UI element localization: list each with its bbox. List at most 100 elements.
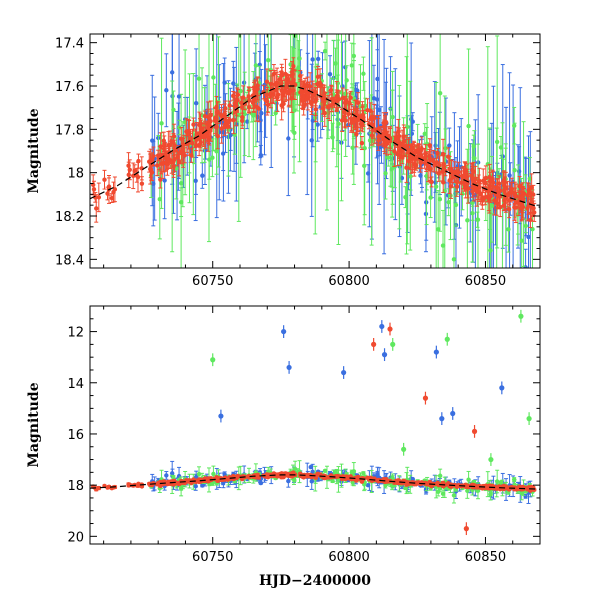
data-point [313, 115, 318, 121]
data-point [164, 88, 169, 93]
data-point [428, 195, 433, 200]
data-point [447, 143, 452, 148]
data-point [190, 141, 195, 146]
data-point [265, 102, 271, 108]
data-point [435, 227, 441, 232]
data-point [328, 87, 334, 93]
data-point [208, 112, 213, 118]
y-tick-label: 18 [67, 167, 84, 182]
data-point [215, 133, 220, 139]
data-point [516, 169, 522, 174]
data-point [132, 168, 137, 174]
outlier-point [444, 336, 450, 342]
data-point [169, 471, 175, 476]
data-point [508, 190, 514, 195]
data-point [362, 163, 367, 169]
data-point [529, 185, 534, 190]
data-point [298, 73, 303, 79]
data-point [372, 127, 378, 132]
data-point [317, 80, 323, 86]
data-point [413, 157, 418, 162]
top-axes: 60750 60800 60850 17.4 17.6 17.8 18 18.2 18.4 [55, 34, 541, 289]
data-point [253, 63, 259, 68]
data-point [512, 191, 518, 196]
data-point [516, 200, 522, 206]
data-point [151, 181, 156, 186]
data-point [109, 195, 115, 201]
data-point [361, 71, 366, 76]
y-tick-label: 17.6 [55, 80, 84, 95]
data-point [371, 96, 377, 101]
data-point [315, 56, 321, 62]
data-point [268, 67, 273, 73]
data-point [440, 243, 446, 248]
data-point [246, 98, 251, 103]
data-point [158, 177, 163, 182]
data-point [404, 165, 409, 170]
data-point [348, 95, 353, 100]
data-point [433, 143, 438, 148]
data-point [325, 104, 331, 110]
data-point [532, 210, 537, 215]
data-point [494, 185, 499, 190]
data-point [169, 139, 174, 144]
data-point [161, 138, 166, 143]
data-point [169, 70, 175, 75]
data-point [268, 93, 274, 98]
data-point [286, 478, 291, 484]
data-point [313, 107, 319, 112]
data-point [286, 89, 292, 94]
data-point [223, 106, 228, 111]
data-point [105, 191, 110, 196]
data-point [511, 123, 517, 128]
data-point [232, 103, 238, 108]
data-point [470, 200, 475, 206]
data-point [329, 102, 335, 108]
data-point [150, 157, 155, 162]
data-point [322, 48, 328, 54]
outlier-point [218, 413, 224, 419]
data-point [286, 136, 291, 141]
data-point [159, 121, 164, 126]
data-point [346, 111, 351, 117]
data-point [527, 176, 533, 181]
data-point [198, 124, 203, 129]
data-point [418, 160, 423, 166]
data-point [193, 100, 199, 106]
data-point [289, 96, 294, 101]
data-point [437, 473, 443, 478]
data-point [310, 57, 315, 62]
data-point [292, 466, 298, 472]
data-point [526, 234, 531, 240]
top-plot-area [90, 34, 540, 268]
data-point [139, 181, 145, 186]
data-point [264, 79, 270, 84]
data-point [274, 83, 279, 89]
data-point [292, 34, 298, 39]
data-point [176, 159, 182, 165]
data-point [465, 218, 470, 223]
data-point [291, 64, 296, 69]
data-point [381, 124, 387, 130]
data-point [428, 166, 433, 171]
outlier-point [281, 328, 287, 335]
data-point [157, 196, 162, 202]
data-point [181, 142, 187, 147]
data-point [327, 71, 333, 77]
data-point [279, 88, 284, 93]
data-point [231, 81, 236, 86]
data-point [178, 181, 184, 186]
data-point [340, 95, 346, 101]
data-point [523, 223, 529, 229]
outlier-point [488, 456, 494, 463]
outlier-point [450, 410, 456, 417]
data-point [409, 157, 414, 162]
outlier-point [381, 352, 388, 358]
data-point [112, 187, 118, 192]
data-point [492, 198, 497, 203]
data-point [135, 174, 141, 180]
data-point [291, 108, 297, 113]
data-point [383, 483, 388, 488]
data-point [383, 171, 388, 176]
data-point [264, 92, 270, 98]
